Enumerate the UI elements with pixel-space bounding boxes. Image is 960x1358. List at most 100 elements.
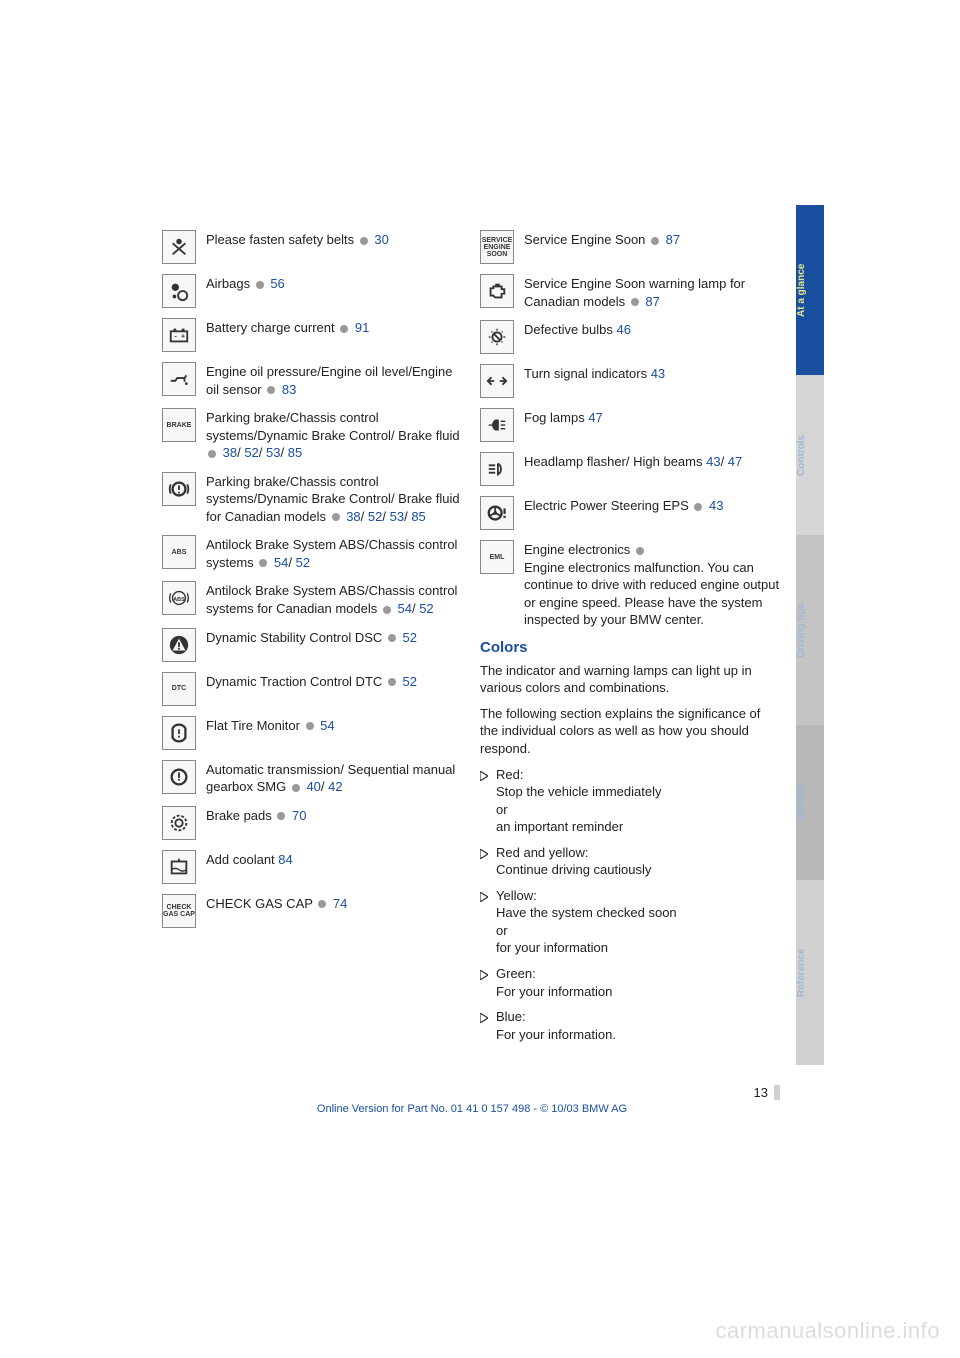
indicator-item: Engine oil pressure/Engine oil level/Eng… (162, 362, 462, 398)
indicator-item: Brake pads 70 (162, 806, 462, 840)
page-link[interactable]: 47 (588, 410, 602, 425)
color-bullet: Green:For your information (480, 965, 780, 1000)
indicator-text: Automatic transmission/ Sequential manua… (206, 760, 462, 796)
page-link[interactable]: 52 (296, 555, 310, 570)
page-link[interactable]: 87 (666, 232, 680, 247)
indicator-item: -+ Battery charge current 91 (162, 318, 462, 352)
page-link[interactable]: 52 (403, 630, 417, 645)
indicator-item: Defective bulbs 46 (480, 320, 780, 354)
bullet-text: Red and yellow:Continue driving cautious… (496, 844, 651, 879)
indicator-icon (480, 274, 514, 308)
indicator-icon (162, 806, 196, 840)
indicator-text: Parking brake/Chassis control systems/Dy… (206, 472, 462, 526)
svg-text:ABS: ABS (173, 597, 185, 603)
indicator-item: Flat Tire Monitor 54 (162, 716, 462, 750)
side-tab[interactable]: At a glance (796, 205, 824, 375)
indicator-icon (162, 628, 196, 662)
indicator-icon (480, 496, 514, 530)
indicator-text: Brake pads 70 (206, 806, 306, 825)
indicator-text: Engine oil pressure/Engine oil level/Eng… (206, 362, 462, 398)
side-tab[interactable]: Driving tips (796, 535, 824, 725)
bullet-text: Blue:For your information. (496, 1008, 616, 1043)
color-bullet: Yellow:Have the system checked soonorfor… (480, 887, 780, 957)
page-link[interactable]: 83 (282, 382, 296, 397)
page-link[interactable]: 85 (288, 445, 302, 460)
page-link[interactable]: 56 (270, 276, 284, 291)
bullet-text: Red:Stop the vehicle immediatelyoran imp… (496, 766, 661, 836)
indicator-item: CHECK GAS CAPCHECK GAS CAP 74 (162, 894, 462, 928)
page-link[interactable]: 53 (266, 445, 280, 460)
indicator-text: Please fasten safety belts 30 (206, 230, 389, 249)
indicator-icon (162, 274, 196, 308)
page-link[interactable]: 43 (651, 366, 665, 381)
indicator-icon: CHECK GAS CAP (162, 894, 196, 928)
indicator-text: Antilock Brake System ABS/Chassis contro… (206, 535, 462, 571)
indicator-item: Dynamic Stability Control DSC 52 (162, 628, 462, 662)
left-column: Please fasten safety belts 30 Airbags 56 -… (162, 230, 462, 1051)
indicator-text: Antilock Brake System ABS/Chassis contro… (206, 581, 462, 617)
indicator-item: BRAKEParking brake/Chassis control syste… (162, 408, 462, 462)
side-tab[interactable]: Controls (796, 375, 824, 535)
indicator-icon: DTC (162, 672, 196, 706)
page-link[interactable]: 84 (278, 852, 292, 867)
page-link[interactable]: 54 (397, 601, 411, 616)
page-link[interactable]: 42 (328, 779, 342, 794)
page-link[interactable]: 47 (728, 454, 742, 469)
indicator-text: Flat Tire Monitor 54 (206, 716, 335, 735)
page-link[interactable]: 43 (709, 498, 723, 513)
page-link[interactable]: 87 (645, 294, 659, 309)
indicator-text: Turn signal indicators 43 (524, 364, 665, 383)
bullet-icon (480, 844, 496, 879)
page-link[interactable]: 70 (292, 808, 306, 823)
indicator-item: ABS Antilock Brake System ABS/Chassis con… (162, 581, 462, 617)
indicator-icon (480, 452, 514, 486)
page-link[interactable]: 52 (244, 445, 258, 460)
page-link[interactable]: 52 (403, 674, 417, 689)
indicator-text: Battery charge current 91 (206, 318, 369, 337)
side-tab[interactable]: Mobility (796, 725, 824, 880)
page-link[interactable]: 40 (306, 779, 320, 794)
page-link[interactable]: 74 (333, 896, 347, 911)
indicator-item: Electric Power Steering EPS 43 (480, 496, 780, 530)
bullet-icon (480, 965, 496, 1000)
indicator-text: Service Engine Soon warning lamp for Can… (524, 274, 780, 310)
indicator-item: Automatic transmission/ Sequential manua… (162, 760, 462, 796)
indicator-icon (162, 472, 196, 506)
indicator-item: ABSAntilock Brake System ABS/Chassis con… (162, 535, 462, 571)
page-link[interactable]: 91 (355, 320, 369, 335)
indicator-icon (162, 760, 196, 794)
page-link[interactable]: 30 (374, 232, 388, 247)
page-link[interactable]: 46 (617, 322, 631, 337)
indicator-item: Airbags 56 (162, 274, 462, 308)
page-link[interactable]: 85 (411, 509, 425, 524)
page-link[interactable]: 38 (223, 445, 237, 460)
page-link[interactable]: 52 (368, 509, 382, 524)
indicator-item: Parking brake/Chassis control systems/Dy… (162, 472, 462, 526)
page-link[interactable]: 38 (346, 509, 360, 524)
indicator-item: Please fasten safety belts 30 (162, 230, 462, 264)
page-link[interactable]: 53 (390, 509, 404, 524)
indicator-item: Turn signal indicators 43 (480, 364, 780, 398)
indicator-item: SERVICE ENGINE SOONService Engine Soon 8… (480, 230, 780, 264)
indicator-text: Dynamic Traction Control DTC 52 (206, 672, 417, 691)
bullet-icon (480, 766, 496, 836)
watermark: carmanualsonline.info (715, 1318, 940, 1344)
indicator-text: Electric Power Steering EPS 43 (524, 496, 723, 515)
page-link[interactable]: 54 (274, 555, 288, 570)
bullet-icon (480, 1008, 496, 1043)
indicator-icon: ABS (162, 581, 196, 615)
bullet-text: Green:For your information (496, 965, 612, 1000)
indicator-item: Add coolant 84 (162, 850, 462, 884)
page-link[interactable]: 54 (320, 718, 334, 733)
side-tab[interactable]: Reference (796, 880, 824, 1065)
page-link[interactable]: 43 (706, 454, 720, 469)
svg-text:+: + (181, 332, 185, 341)
indicator-text: Parking brake/Chassis control systems/Dy… (206, 408, 462, 462)
indicator-text: Add coolant 84 (206, 850, 293, 869)
svg-text:-: - (174, 332, 177, 341)
page-link[interactable]: 52 (419, 601, 433, 616)
indicator-icon: EML (480, 540, 514, 574)
indicator-text: Service Engine Soon 87 (524, 230, 680, 249)
indicator-icon (162, 850, 196, 884)
right-column: SERVICE ENGINE SOONService Engine Soon 8… (480, 230, 780, 1051)
